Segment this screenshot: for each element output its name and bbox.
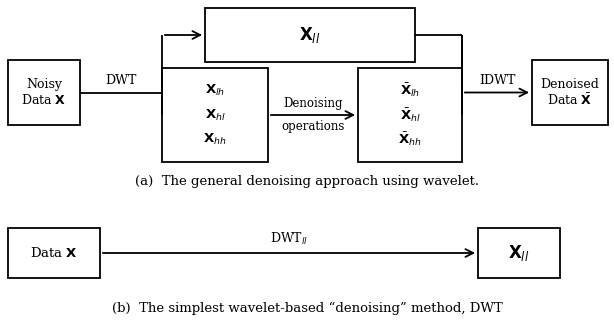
Text: Denoising: Denoising: [283, 97, 343, 110]
Text: $\mathbf{X}_{ll}$: $\mathbf{X}_{ll}$: [299, 25, 321, 45]
Bar: [478, 228, 560, 278]
Bar: [8, 60, 80, 125]
Text: Data $\mathbf{X}$: Data $\mathbf{X}$: [21, 93, 67, 108]
Text: $\mathbf{X}_{lh}$: $\mathbf{X}_{lh}$: [205, 83, 225, 98]
Text: (b)  The simplest wavelet-based “denoising” method, DWT: (b) The simplest wavelet-based “denoisin…: [112, 301, 502, 314]
Bar: [8, 228, 100, 278]
Text: (a)  The general denoising approach using wavelet.: (a) The general denoising approach using…: [135, 176, 479, 188]
Bar: [162, 68, 268, 162]
Text: Denoised: Denoised: [540, 78, 599, 91]
Text: $\bar{\mathbf{X}}_{hl}$: $\bar{\mathbf{X}}_{hl}$: [400, 106, 421, 124]
Text: Data $\mathbf{X}$: Data $\mathbf{X}$: [30, 246, 78, 260]
Text: IDWT: IDWT: [479, 74, 515, 86]
Text: $\mathbf{X}_{hh}$: $\mathbf{X}_{hh}$: [203, 132, 227, 147]
Text: Data $\bar{\mathbf{X}}$: Data $\bar{\mathbf{X}}$: [547, 93, 593, 108]
Bar: [358, 68, 462, 162]
Text: $\mathbf{X}_{hl}$: $\mathbf{X}_{hl}$: [204, 108, 225, 122]
Text: $\bar{\mathbf{X}}_{lh}$: $\bar{\mathbf{X}}_{lh}$: [400, 82, 420, 99]
Text: DWT$_{ll}$: DWT$_{ll}$: [270, 231, 308, 247]
Text: $\bar{\mathbf{X}}_{hh}$: $\bar{\mathbf{X}}_{hh}$: [398, 131, 422, 148]
Bar: [532, 60, 608, 125]
Bar: [205, 8, 415, 62]
Text: operations: operations: [281, 120, 344, 133]
Text: $\mathbf{X}_{ll}$: $\mathbf{X}_{ll}$: [508, 243, 530, 263]
Text: Noisy: Noisy: [26, 78, 62, 91]
Text: DWT: DWT: [106, 74, 137, 86]
